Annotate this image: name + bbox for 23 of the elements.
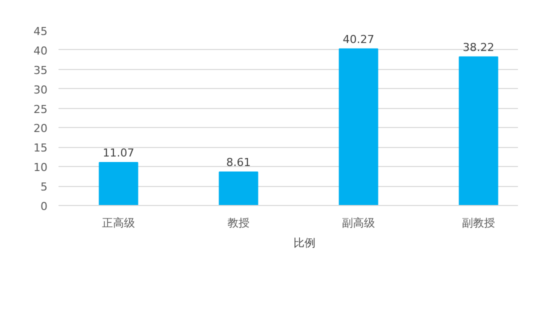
x-tick-label: 副高级 bbox=[342, 216, 375, 230]
y-tick-label: 45 bbox=[34, 25, 48, 38]
y-tick-label: 40 bbox=[34, 44, 48, 58]
x-tick-label: 教授 bbox=[228, 216, 250, 230]
data-label: 38.22 bbox=[462, 40, 494, 54]
bar bbox=[338, 48, 378, 206]
data-label: 40.27 bbox=[342, 32, 374, 46]
bar bbox=[458, 56, 498, 206]
x-tick-label: 副教授 bbox=[462, 216, 495, 230]
y-tick-label: 15 bbox=[34, 142, 48, 155]
data-label: 11.07 bbox=[102, 146, 134, 160]
y-tick-label: 35 bbox=[34, 64, 48, 77]
bar bbox=[218, 172, 258, 206]
text: 比例 bbox=[294, 236, 316, 250]
x-tick-label: 正高级 bbox=[102, 216, 135, 230]
y-tick-label: 25 bbox=[34, 102, 48, 116]
y-tick-label: 0 bbox=[40, 200, 48, 213]
y-tick-label: 20 bbox=[34, 122, 48, 136]
y-tick-label: 5 bbox=[40, 180, 48, 194]
bar bbox=[98, 162, 138, 206]
y-tick-label: 10 bbox=[34, 161, 48, 174]
data-label: 8.61 bbox=[226, 156, 251, 170]
y-tick-label: 30 bbox=[34, 83, 48, 96]
